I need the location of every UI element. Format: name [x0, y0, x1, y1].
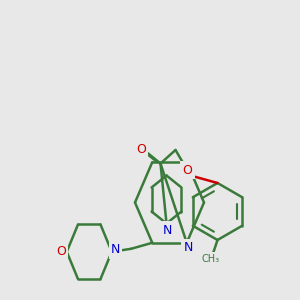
Text: O: O — [56, 245, 66, 258]
Text: N: N — [162, 224, 172, 237]
Text: N: N — [111, 244, 120, 256]
Text: CH₃: CH₃ — [202, 254, 220, 264]
Text: O: O — [183, 164, 192, 177]
Text: O: O — [136, 143, 146, 156]
Text: N: N — [184, 241, 193, 254]
